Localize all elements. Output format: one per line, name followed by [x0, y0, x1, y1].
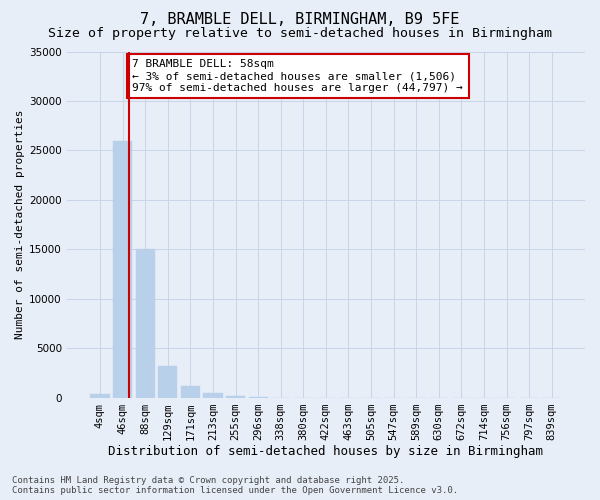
X-axis label: Distribution of semi-detached houses by size in Birmingham: Distribution of semi-detached houses by …	[109, 444, 544, 458]
Bar	[136, 250, 155, 398]
Y-axis label: Number of semi-detached properties: Number of semi-detached properties	[15, 110, 25, 340]
Bar	[226, 396, 245, 398]
Text: 7, BRAMBLE DELL, BIRMINGHAM, B9 5FE: 7, BRAMBLE DELL, BIRMINGHAM, B9 5FE	[140, 12, 460, 28]
Text: 7 BRAMBLE DELL: 58sqm
← 3% of semi-detached houses are smaller (1,506)
97% of se: 7 BRAMBLE DELL: 58sqm ← 3% of semi-detac…	[132, 60, 463, 92]
Text: Contains HM Land Registry data © Crown copyright and database right 2025.
Contai: Contains HM Land Registry data © Crown c…	[12, 476, 458, 495]
Bar	[181, 386, 200, 398]
Bar	[203, 393, 223, 398]
Bar	[91, 394, 110, 398]
Bar	[158, 366, 178, 398]
Bar	[113, 140, 132, 398]
Text: Size of property relative to semi-detached houses in Birmingham: Size of property relative to semi-detach…	[48, 28, 552, 40]
